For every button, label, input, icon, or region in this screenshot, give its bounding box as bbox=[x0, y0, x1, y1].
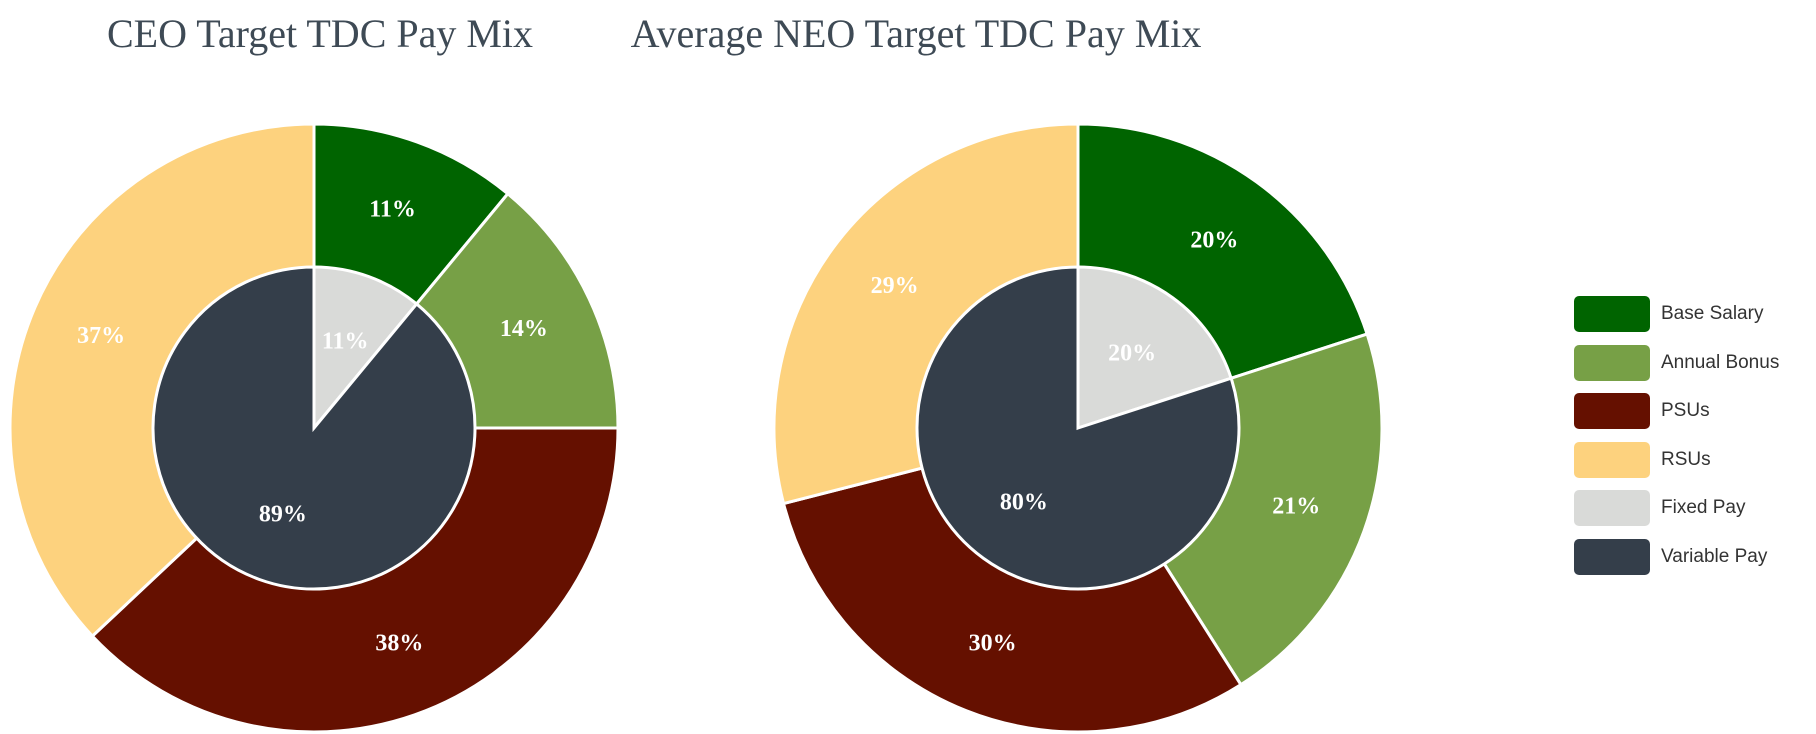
ceo-outer-label-psus: 38% bbox=[375, 631, 423, 657]
legend-item-annual-bonus: Annual Bonus bbox=[1574, 344, 1816, 381]
ceo-outer-label-annual-bonus: 14% bbox=[500, 316, 548, 342]
legend-swatch-fixed-pay bbox=[1574, 490, 1650, 526]
legend-swatch-variable-pay bbox=[1574, 538, 1650, 575]
ceo-outer-label-rsus: 37% bbox=[77, 323, 125, 349]
legend-label-variable-pay: Variable Pay bbox=[1661, 545, 1768, 567]
ceo-inner-slice-fixed-pay bbox=[312, 265, 419, 433]
neo-inner-label-variable-pay: 80% bbox=[1000, 489, 1048, 515]
neo-inner-slice-fixed-pay bbox=[1076, 265, 1234, 431]
ceo-inner-label-fixed-pay: 11% bbox=[322, 328, 369, 354]
chart-title-ceo: CEO Target TDC Pay Mix bbox=[106, 11, 534, 56]
legend-item-variable-pay: Variable Pay bbox=[1574, 538, 1816, 575]
legend-label-rsus: RSUs bbox=[1661, 448, 1711, 470]
legend-label-base-salary: Base Salary bbox=[1661, 303, 1764, 324]
legend: Base Salary Annual Bonus PSUs RSUs Fixed… bbox=[1574, 296, 1816, 587]
chart-title-neo: Average NEO Target TDC Pay Mix bbox=[630, 11, 1202, 56]
legend-item-psus: PSUs bbox=[1574, 393, 1816, 429]
legend-item-base-salary: Base Salary bbox=[1574, 296, 1816, 332]
ceo-inner-slice-variable-pay bbox=[151, 265, 477, 591]
legend-item-fixed-pay: Fixed Pay bbox=[1574, 490, 1816, 526]
neo-outer-slice-psus bbox=[781, 426, 1243, 734]
legend-item-rsus: RSUs bbox=[1574, 441, 1816, 478]
donut-neo: 20% 21% 30% 29% 20% 80% bbox=[772, 122, 1384, 734]
legend-label-annual-bonus: Annual Bonus bbox=[1661, 351, 1780, 373]
neo-outer-label-psus: 30% bbox=[969, 631, 1017, 657]
legend-label-fixed-pay: Fixed Pay bbox=[1661, 497, 1746, 518]
neo-outer-label-annual-bonus: 21% bbox=[1272, 494, 1320, 520]
legend-swatch-psus bbox=[1574, 393, 1650, 429]
neo-inner-label-fixed-pay: 20% bbox=[1108, 341, 1156, 367]
neo-inner-slice-variable-pay bbox=[915, 265, 1241, 591]
neo-outer-label-base-salary: 20% bbox=[1190, 227, 1238, 253]
ceo-outer-label-base-salary: 11% bbox=[369, 197, 416, 223]
neo-outer-label-rsus: 29% bbox=[871, 273, 919, 299]
legend-label-psus: PSUs bbox=[1661, 400, 1710, 421]
legend-swatch-rsus bbox=[1574, 441, 1650, 478]
donut-ceo: 11% 14% 38% 37% 11% 89% bbox=[8, 122, 620, 734]
ceo-inner-label-variable-pay: 89% bbox=[259, 502, 307, 528]
legend-swatch-annual-bonus bbox=[1574, 344, 1650, 381]
legend-swatch-base-salary bbox=[1574, 296, 1650, 332]
